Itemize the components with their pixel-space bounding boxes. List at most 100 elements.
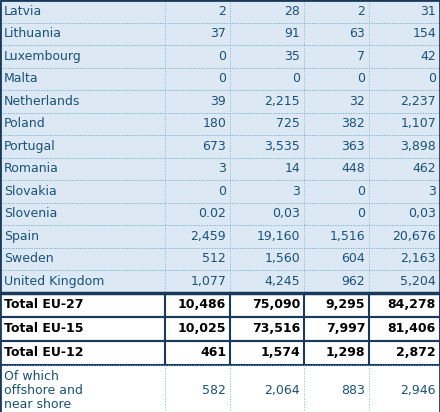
Text: 2: 2 (357, 5, 365, 18)
Text: 28: 28 (284, 5, 300, 18)
Text: 448: 448 (341, 162, 365, 175)
Bar (0, 340, 165, 365)
Text: Portugal: Portugal (4, 140, 56, 153)
Text: 3: 3 (218, 162, 226, 175)
Text: Sweden: Sweden (4, 252, 54, 265)
Text: 2,237: 2,237 (400, 95, 436, 108)
Bar (0, 270, 165, 293)
Bar (165, 157, 230, 180)
Text: 0: 0 (218, 72, 226, 85)
Bar (369, 365, 440, 412)
Bar (0, 203, 165, 225)
Bar (304, 90, 369, 112)
Bar (0, 68, 165, 90)
Text: 73,516: 73,516 (252, 322, 300, 335)
Text: Latvia: Latvia (4, 5, 42, 18)
Text: 180: 180 (202, 117, 226, 130)
Text: 512: 512 (202, 252, 226, 265)
Bar (0, 293, 165, 316)
Bar (0, 225, 165, 248)
Bar (304, 225, 369, 248)
Text: Spain: Spain (4, 230, 39, 243)
Bar (304, 365, 369, 412)
Bar (304, 293, 369, 316)
Bar (304, 23, 369, 45)
Bar (165, 90, 230, 112)
Text: Luxembourg: Luxembourg (4, 50, 82, 63)
Bar (304, 0, 369, 23)
Bar (304, 248, 369, 270)
Bar (165, 270, 230, 293)
Text: 0,03: 0,03 (272, 207, 300, 220)
Text: 14: 14 (284, 162, 300, 175)
Bar (230, 157, 304, 180)
Text: United Kingdom: United Kingdom (4, 275, 104, 288)
Text: 3: 3 (292, 185, 300, 198)
Text: 0: 0 (428, 72, 436, 85)
Bar (304, 316, 369, 340)
Bar (230, 23, 304, 45)
Bar (230, 248, 304, 270)
Text: 5,204: 5,204 (400, 275, 436, 288)
Text: 81,406: 81,406 (388, 322, 436, 335)
Text: 10,486: 10,486 (178, 298, 226, 311)
Bar (0, 112, 165, 135)
Bar (165, 340, 230, 365)
Text: 2,459: 2,459 (191, 230, 226, 243)
Text: 9,295: 9,295 (326, 298, 365, 311)
Bar (369, 203, 440, 225)
Text: 0: 0 (357, 72, 365, 85)
Bar (165, 135, 230, 157)
Bar (304, 340, 369, 365)
Bar (0, 365, 165, 412)
Text: Malta: Malta (4, 72, 39, 85)
Bar (230, 293, 304, 316)
Text: Slovenia: Slovenia (4, 207, 57, 220)
Bar (230, 340, 304, 365)
Text: 31: 31 (420, 5, 436, 18)
Bar (304, 157, 369, 180)
Text: 10,025: 10,025 (178, 322, 226, 335)
Bar (230, 112, 304, 135)
Text: 19,160: 19,160 (257, 230, 300, 243)
Bar (369, 135, 440, 157)
Text: 462: 462 (412, 162, 436, 175)
Text: 1,077: 1,077 (190, 275, 226, 288)
Bar (230, 180, 304, 203)
Bar (230, 90, 304, 112)
Text: 582: 582 (202, 384, 226, 397)
Bar (304, 112, 369, 135)
Text: 2,215: 2,215 (264, 95, 300, 108)
Text: 4,245: 4,245 (264, 275, 300, 288)
Bar (0, 23, 165, 45)
Bar (165, 23, 230, 45)
Text: Romania: Romania (4, 162, 59, 175)
Text: 3,898: 3,898 (400, 140, 436, 153)
Bar (165, 225, 230, 248)
Text: 1,574: 1,574 (260, 346, 300, 359)
Text: 20,676: 20,676 (392, 230, 436, 243)
Bar (369, 45, 440, 68)
Text: Lithuania: Lithuania (4, 27, 62, 40)
Bar (230, 365, 304, 412)
Bar (0, 0, 165, 23)
Bar (230, 68, 304, 90)
Text: 0: 0 (292, 72, 300, 85)
Bar (0, 180, 165, 203)
Bar (165, 365, 230, 412)
Bar (165, 45, 230, 68)
Bar (304, 45, 369, 68)
Bar (369, 68, 440, 90)
Bar (230, 316, 304, 340)
Text: Slovakia: Slovakia (4, 185, 57, 198)
Bar (230, 135, 304, 157)
Text: 673: 673 (202, 140, 226, 153)
Bar (165, 180, 230, 203)
Text: 0: 0 (357, 207, 365, 220)
Text: Total EU-15: Total EU-15 (4, 322, 84, 335)
Text: 0: 0 (218, 185, 226, 198)
Bar (369, 180, 440, 203)
Text: 0: 0 (357, 185, 365, 198)
Bar (165, 248, 230, 270)
Text: 883: 883 (341, 384, 365, 397)
